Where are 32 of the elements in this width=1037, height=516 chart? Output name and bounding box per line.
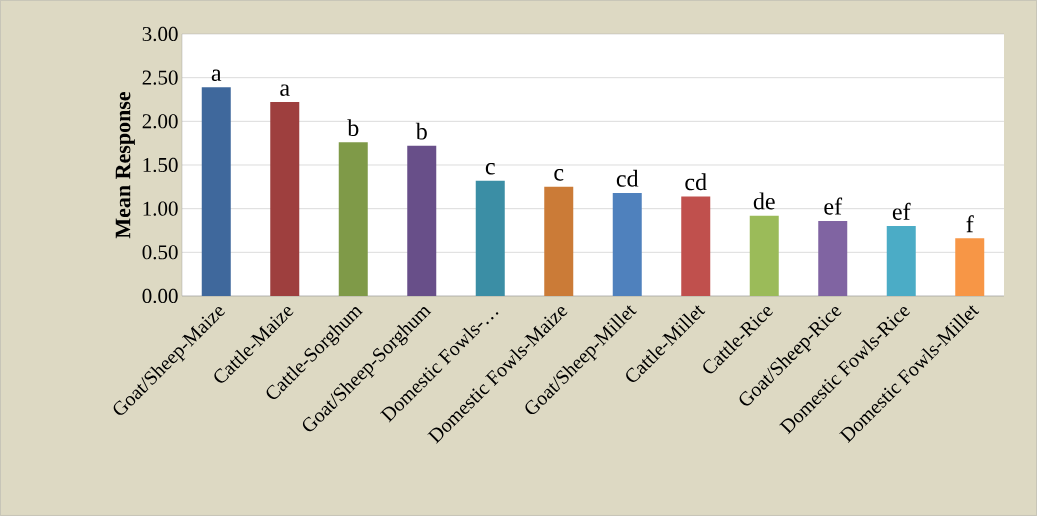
y-tick-label: 0.50	[142, 245, 178, 260]
annotation: b	[415, 122, 427, 140]
annotation: ef	[892, 202, 911, 220]
annotation: b	[347, 119, 359, 137]
bar	[201, 87, 231, 296]
y-tick-label: 0.00	[142, 288, 178, 304]
y-tick-label: 1.00	[143, 201, 178, 216]
annotation: cd	[616, 169, 639, 187]
bar	[407, 145, 437, 296]
annotation: c	[554, 169, 564, 181]
bar	[749, 215, 779, 296]
bar	[681, 196, 711, 296]
bar	[818, 220, 848, 296]
y-axis-title: Mean Response	[115, 91, 135, 239]
y-tick-label: 2.50	[142, 70, 178, 85]
bar	[475, 180, 505, 296]
bar	[544, 186, 574, 296]
bar	[955, 238, 985, 296]
annotation: de	[753, 192, 775, 210]
annotation: c	[485, 162, 495, 175]
bar	[886, 226, 916, 296]
annotation: a	[211, 69, 222, 82]
annotation: f	[966, 215, 974, 233]
annotation: cd	[685, 173, 707, 191]
bar	[270, 102, 300, 296]
y-tick-label: 1.50	[143, 157, 178, 173]
y-tick-label: 2.00	[142, 114, 178, 129]
y-tick-label: 3.00	[142, 26, 178, 42]
annotation: ef	[824, 197, 843, 215]
bar	[338, 142, 368, 296]
bar	[612, 192, 642, 296]
annotation: a	[280, 84, 290, 96]
